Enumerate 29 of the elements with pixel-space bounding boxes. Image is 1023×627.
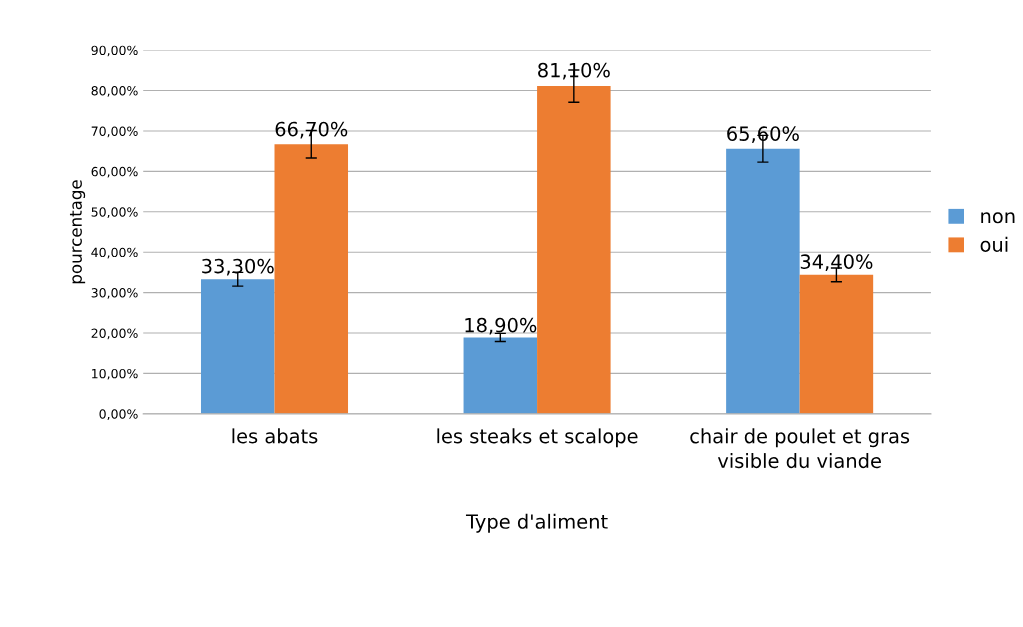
bar — [463, 337, 538, 414]
bar — [274, 144, 349, 414]
y-tick-label: 40,00% — [91, 247, 138, 259]
y-axis-title: pourcentage — [69, 180, 86, 284]
x-tick-label: les steaks et scalope — [437, 428, 638, 448]
data-label: 18,90% — [465, 317, 537, 335]
y-tick-label: 30,00% — [91, 288, 138, 299]
y-tick-label: 10,00% — [92, 368, 138, 380]
bar — [537, 86, 611, 414]
y-tick-label: 70,00% — [91, 126, 138, 138]
y-tick-label: 0,00% — [99, 409, 138, 421]
x-tick-label: les abats — [232, 428, 318, 444]
x-tick-label: chair de poulet et gras visible du viande — [690, 428, 910, 469]
y-tick-label: 80,00% — [91, 86, 138, 97]
data-label: 34,40% — [800, 254, 873, 271]
bar — [200, 279, 275, 414]
y-tick-label: 50,00% — [91, 207, 138, 218]
data-label: 66,70% — [275, 121, 348, 139]
y-tick-label: 20,00% — [91, 328, 138, 340]
bar — [799, 274, 874, 414]
legend-label: non — [981, 212, 1015, 224]
data-label: 65,60% — [727, 126, 799, 143]
y-tick-label: 90,00% — [91, 45, 138, 57]
data-label: 81,10% — [538, 62, 610, 80]
x-axis-title: Type d'aliment — [465, 513, 608, 533]
bar — [726, 148, 800, 414]
legend-label: oui — [980, 236, 1008, 252]
y-tick-label: 60,00% — [91, 166, 138, 178]
data-label: 33,30% — [202, 258, 274, 276]
